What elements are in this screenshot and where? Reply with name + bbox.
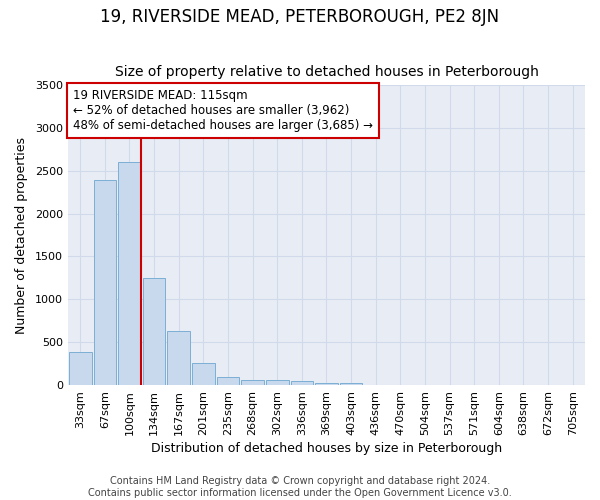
Bar bbox=[94, 180, 116, 385]
X-axis label: Distribution of detached houses by size in Peterborough: Distribution of detached houses by size … bbox=[151, 442, 502, 455]
Title: Size of property relative to detached houses in Peterborough: Size of property relative to detached ho… bbox=[115, 66, 538, 80]
Bar bbox=[241, 380, 264, 385]
Bar bbox=[217, 376, 239, 385]
Bar bbox=[118, 162, 141, 385]
Text: 19, RIVERSIDE MEAD, PETERBOROUGH, PE2 8JN: 19, RIVERSIDE MEAD, PETERBOROUGH, PE2 8J… bbox=[100, 8, 500, 26]
Bar bbox=[69, 352, 92, 385]
Bar bbox=[143, 278, 166, 385]
Bar bbox=[167, 331, 190, 385]
Text: Contains HM Land Registry data © Crown copyright and database right 2024.
Contai: Contains HM Land Registry data © Crown c… bbox=[88, 476, 512, 498]
Bar bbox=[340, 382, 362, 385]
Bar bbox=[315, 382, 338, 385]
Text: 19 RIVERSIDE MEAD: 115sqm
← 52% of detached houses are smaller (3,962)
48% of se: 19 RIVERSIDE MEAD: 115sqm ← 52% of detac… bbox=[73, 90, 373, 132]
Bar bbox=[290, 381, 313, 385]
Bar bbox=[266, 380, 289, 385]
Y-axis label: Number of detached properties: Number of detached properties bbox=[15, 136, 28, 334]
Bar bbox=[192, 364, 215, 385]
